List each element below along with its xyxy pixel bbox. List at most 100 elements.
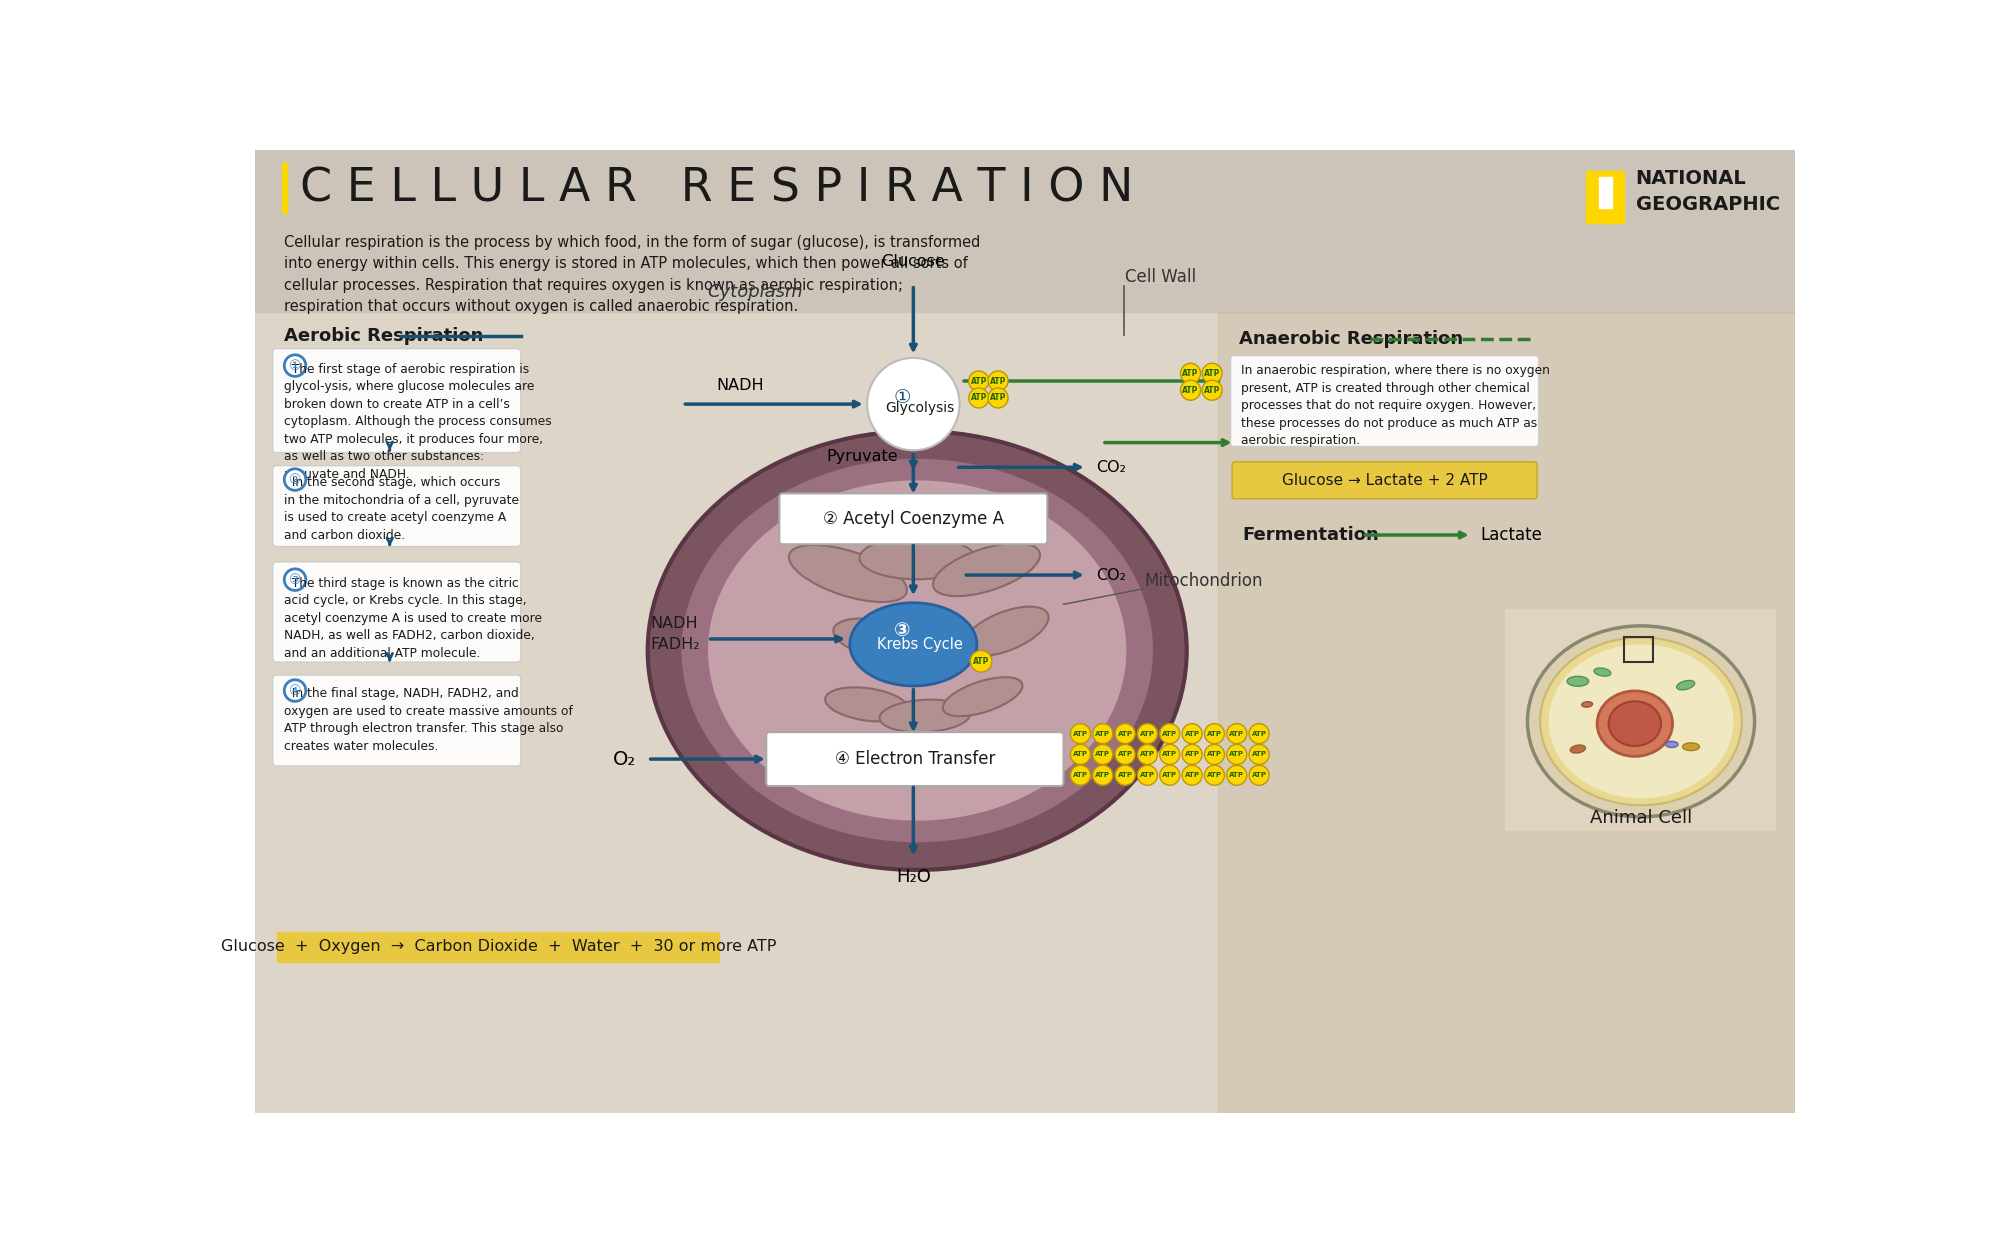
Circle shape <box>1250 765 1270 785</box>
Circle shape <box>1116 724 1136 744</box>
Text: ATP: ATP <box>1096 751 1110 758</box>
Circle shape <box>284 569 306 590</box>
Ellipse shape <box>834 619 924 660</box>
Circle shape <box>1160 765 1180 785</box>
Text: ATP: ATP <box>1096 731 1110 736</box>
Circle shape <box>1116 745 1136 765</box>
Circle shape <box>968 371 988 391</box>
FancyBboxPatch shape <box>272 349 520 452</box>
Circle shape <box>1092 745 1112 765</box>
Bar <box>1600 177 1612 208</box>
Circle shape <box>1182 745 1202 765</box>
Circle shape <box>988 388 1008 408</box>
Bar <box>1586 171 1624 224</box>
Text: CO₂: CO₂ <box>1096 568 1126 582</box>
FancyBboxPatch shape <box>272 466 520 546</box>
Ellipse shape <box>1682 742 1700 750</box>
Text: ②: ② <box>288 472 302 486</box>
Text: ATP: ATP <box>1184 772 1200 779</box>
Circle shape <box>1138 765 1158 785</box>
Ellipse shape <box>648 431 1186 870</box>
Circle shape <box>284 355 306 376</box>
Text: ATP: ATP <box>1204 369 1220 378</box>
Circle shape <box>1070 765 1090 785</box>
Bar <box>256 150 1796 311</box>
Ellipse shape <box>1570 745 1586 752</box>
Text: ④: ④ <box>288 684 302 698</box>
FancyBboxPatch shape <box>1232 461 1538 499</box>
Text: ATP: ATP <box>1252 751 1266 758</box>
Circle shape <box>868 357 960 450</box>
Text: ATP: ATP <box>1140 731 1154 736</box>
Circle shape <box>1160 724 1180 744</box>
Text: ①: ① <box>288 359 302 372</box>
Text: ATP: ATP <box>1204 386 1220 395</box>
Text: NADH
FADH₂: NADH FADH₂ <box>650 615 700 651</box>
Text: ATP: ATP <box>1140 772 1154 779</box>
Text: ATP: ATP <box>1118 772 1132 779</box>
Ellipse shape <box>1594 668 1610 676</box>
Circle shape <box>1182 724 1202 744</box>
Circle shape <box>1138 724 1158 744</box>
FancyBboxPatch shape <box>766 732 1064 786</box>
Text: ATP: ATP <box>1162 731 1178 736</box>
Bar <box>282 162 288 214</box>
Text: ATP: ATP <box>1118 731 1132 736</box>
Text: Lactate: Lactate <box>1480 526 1542 544</box>
Text: Krebs Cycle: Krebs Cycle <box>876 636 962 651</box>
Text: ATP: ATP <box>970 394 986 402</box>
Circle shape <box>970 650 992 672</box>
Text: In the second stage, which occurs
in the mitochondria of a cell, pyruvate
is use: In the second stage, which occurs in the… <box>284 476 520 542</box>
Circle shape <box>1250 745 1270 765</box>
Text: Pyruvate: Pyruvate <box>826 449 898 464</box>
Text: ATP: ATP <box>1140 751 1154 758</box>
Text: ③: ③ <box>288 572 302 586</box>
Ellipse shape <box>942 678 1022 716</box>
Text: ATP: ATP <box>1252 772 1266 779</box>
FancyBboxPatch shape <box>272 562 520 662</box>
Text: In the final stage, NADH, FADH2, and
oxygen are used to create massive amounts o: In the final stage, NADH, FADH2, and oxy… <box>284 688 574 752</box>
Circle shape <box>1204 765 1224 785</box>
Ellipse shape <box>896 631 992 670</box>
Bar <box>1506 610 1774 829</box>
Text: ④ Electron Transfer: ④ Electron Transfer <box>834 750 996 768</box>
Text: Cell Wall: Cell Wall <box>1126 268 1196 286</box>
Ellipse shape <box>1676 680 1694 690</box>
Bar <box>276 931 720 962</box>
Ellipse shape <box>880 700 970 732</box>
Text: ATP: ATP <box>1184 731 1200 736</box>
Ellipse shape <box>826 688 910 721</box>
Circle shape <box>1202 364 1222 384</box>
Text: The first stage of aerobic respiration is
glycol­ysis, where glucose molecules a: The first stage of aerobic respiration i… <box>284 362 552 480</box>
Ellipse shape <box>1582 701 1592 708</box>
Circle shape <box>1226 724 1246 744</box>
Text: ATP: ATP <box>1072 751 1088 758</box>
Text: ATP: ATP <box>1182 369 1198 378</box>
Circle shape <box>1204 724 1224 744</box>
Text: ATP: ATP <box>1162 772 1178 779</box>
Text: ①: ① <box>894 389 910 408</box>
Circle shape <box>1180 380 1200 400</box>
FancyBboxPatch shape <box>272 675 520 766</box>
Ellipse shape <box>934 544 1040 596</box>
Ellipse shape <box>680 458 1154 844</box>
Text: In anaerobic respiration, where there is no oxygen
present, ATP is created throu: In anaerobic respiration, where there is… <box>1240 364 1550 448</box>
Text: NADH: NADH <box>716 379 764 394</box>
Ellipse shape <box>964 606 1048 656</box>
Circle shape <box>1226 745 1246 765</box>
Ellipse shape <box>706 479 1128 821</box>
Text: Animal Cell: Animal Cell <box>1590 809 1692 826</box>
FancyBboxPatch shape <box>780 494 1048 544</box>
Ellipse shape <box>1568 676 1588 686</box>
Circle shape <box>284 469 306 490</box>
Ellipse shape <box>788 545 906 602</box>
Text: ATP: ATP <box>1230 731 1244 736</box>
Circle shape <box>1092 724 1112 744</box>
Text: Glycolysis: Glycolysis <box>884 401 954 415</box>
Text: Mitochondrion: Mitochondrion <box>1144 572 1262 590</box>
Text: Aerobic Respiration: Aerobic Respiration <box>284 328 484 345</box>
Text: The third stage is known as the citric
acid cycle, or Krebs cycle. In this stage: The third stage is known as the citric a… <box>284 576 542 660</box>
Text: ATP: ATP <box>1072 731 1088 736</box>
Circle shape <box>1202 380 1222 400</box>
Circle shape <box>1070 724 1090 744</box>
